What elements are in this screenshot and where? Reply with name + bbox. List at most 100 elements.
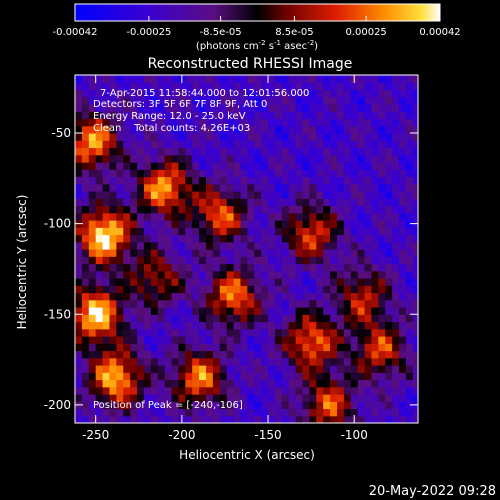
heatmap-cell <box>378 386 386 395</box>
heatmap-cell <box>185 169 193 178</box>
heatmap-cell <box>116 96 124 105</box>
heatmap-cell <box>399 263 407 272</box>
heatmap-cell <box>247 104 255 112</box>
heatmap-cell <box>357 328 366 337</box>
heatmap-cell <box>240 220 248 228</box>
heatmap-cell <box>164 401 173 410</box>
heatmap-cell <box>336 169 345 178</box>
heatmap-cell <box>116 299 124 308</box>
heatmap-cell <box>102 191 111 199</box>
heatmap-cell <box>405 176 414 185</box>
heatmap-cell <box>274 408 283 417</box>
heatmap-cell <box>130 147 138 156</box>
heatmap-cell <box>102 256 111 265</box>
heatmap-cell <box>240 176 248 185</box>
heatmap-cell <box>81 133 90 141</box>
heatmap-cell <box>233 401 242 410</box>
heatmap-cell <box>178 263 186 272</box>
heatmap-cell <box>385 104 393 112</box>
heatmap-cell <box>226 140 235 149</box>
heatmap-cell <box>350 212 359 221</box>
heatmap-cell <box>350 220 359 228</box>
heatmap-cell <box>288 191 297 199</box>
heatmap-cell <box>357 96 366 105</box>
heatmap-cell <box>123 263 131 272</box>
heatmap-cell <box>343 408 352 417</box>
heatmap-cell <box>199 147 207 156</box>
heatmap-cell <box>102 249 111 257</box>
heatmap-cell <box>254 292 262 301</box>
heatmap-cell <box>95 357 104 366</box>
heatmap-cell <box>143 292 152 301</box>
heatmap-cell <box>405 379 414 388</box>
heatmap-cell <box>385 89 393 98</box>
heatmap-cell <box>399 89 407 98</box>
heatmap-cell <box>226 111 235 120</box>
heatmap-cell <box>350 241 359 250</box>
heatmap-cell <box>178 401 186 410</box>
heatmap-cell <box>412 162 418 170</box>
heatmap-cell <box>95 183 104 192</box>
heatmap-cell <box>330 415 338 423</box>
heatmap-cell <box>192 205 200 214</box>
heatmap-cell <box>268 96 276 105</box>
heatmap-cell <box>254 147 262 156</box>
heatmap-cell <box>316 365 324 373</box>
heatmap-cell <box>323 205 331 214</box>
heatmap-cell <box>164 111 173 120</box>
heatmap-cell <box>336 147 345 156</box>
heatmap-cell <box>75 365 83 373</box>
heatmap-cell <box>75 96 83 105</box>
heatmap-cell <box>336 133 345 141</box>
heatmap-cell <box>164 133 173 141</box>
heatmap-cell <box>357 249 366 257</box>
heatmap-cell <box>143 256 152 265</box>
heatmap-cell <box>261 249 269 257</box>
heatmap-cell <box>399 140 407 149</box>
heatmap-cell <box>371 104 379 112</box>
heatmap-cell <box>240 104 248 112</box>
heatmap-cell <box>336 299 345 308</box>
heatmap-cell <box>268 140 276 149</box>
heatmap-cell <box>81 401 90 410</box>
heatmap-cell <box>88 386 97 395</box>
heatmap-cell <box>247 408 255 417</box>
heatmap-cell <box>81 140 90 149</box>
heatmap-cell <box>178 212 186 221</box>
heatmap-cell <box>254 82 262 91</box>
heatmap-cell <box>88 111 97 120</box>
heatmap-cell <box>178 307 186 315</box>
heatmap-cell <box>240 75 248 83</box>
heatmap-cell <box>343 162 352 170</box>
heatmap-cell <box>392 386 400 395</box>
heatmap-cell <box>330 205 338 214</box>
heatmap-cell <box>302 249 311 257</box>
heatmap-cell <box>192 220 200 228</box>
heatmap-cell <box>226 270 235 279</box>
heatmap-cell <box>130 191 138 199</box>
heatmap-cell <box>199 321 207 330</box>
heatmap-cell <box>75 75 83 83</box>
heatmap-cell <box>150 256 159 265</box>
heatmap-cell <box>302 234 311 243</box>
heatmap-cell <box>412 249 418 257</box>
heatmap-cell <box>399 212 407 221</box>
heatmap-cell <box>364 336 373 344</box>
heatmap-cell <box>371 270 379 279</box>
heatmap-cell <box>109 270 117 279</box>
heatmap-cell <box>171 140 180 149</box>
heatmap-cell <box>288 415 297 423</box>
heatmap-cell <box>164 394 173 402</box>
heatmap-cell <box>240 169 248 178</box>
heatmap-cell <box>130 154 138 163</box>
heatmap-cell <box>281 314 290 323</box>
heatmap-cell <box>150 111 159 120</box>
heatmap-cell <box>95 147 104 156</box>
heatmap-cell <box>233 89 242 98</box>
heatmap-cell <box>233 263 242 272</box>
heatmap-cell <box>178 321 186 330</box>
heatmap-cell <box>185 183 193 192</box>
heatmap-cell <box>88 285 97 294</box>
heatmap-cell <box>233 336 242 344</box>
heatmap-cell <box>130 234 138 243</box>
